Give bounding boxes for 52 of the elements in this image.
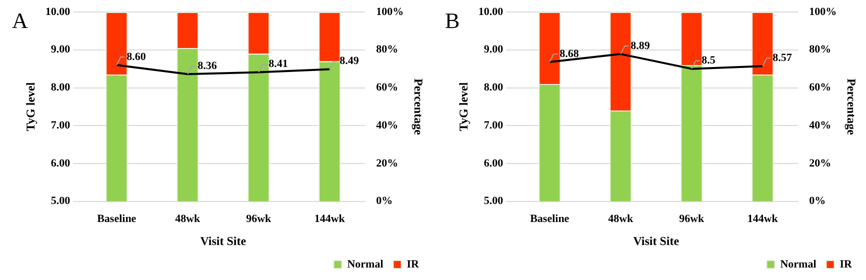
y2-tick-label: 20% bbox=[376, 157, 398, 170]
legend-label: Normal bbox=[347, 258, 384, 270]
y2-tick-label: 100% bbox=[376, 6, 404, 18]
y-tick-label: 7.00 bbox=[484, 119, 504, 132]
y2-tick-label: 40% bbox=[376, 119, 398, 132]
chart-title: B bbox=[445, 8, 460, 34]
data-label: 8.60 bbox=[126, 50, 146, 63]
data-label: 8.89 bbox=[630, 40, 650, 52]
legend-label: Normal bbox=[780, 258, 816, 270]
y-tick-label: 5.00 bbox=[50, 195, 71, 208]
y-tick-label: 9.00 bbox=[50, 44, 71, 56]
y-tick-label: 7.00 bbox=[50, 119, 71, 132]
y-tick-label: 5.00 bbox=[484, 195, 504, 208]
data-label: 8.49 bbox=[340, 55, 360, 68]
y2-tick-label: 20% bbox=[809, 157, 832, 170]
legend-label: IR bbox=[406, 258, 420, 270]
y2-tick-label: 80% bbox=[376, 44, 398, 56]
y2-tick-label: 40% bbox=[809, 119, 832, 132]
y-axis-title: TyG level bbox=[23, 82, 38, 132]
x-tick-label: 144wk bbox=[747, 212, 779, 225]
legend-label: IR bbox=[840, 258, 854, 270]
x-tick-label: Baseline bbox=[97, 212, 136, 225]
x-tick-label: 48wk bbox=[175, 212, 202, 225]
x-axis-title: Visit Site bbox=[200, 234, 247, 248]
x-tick-label: 96wk bbox=[679, 212, 706, 225]
x-axis-title: Visit Site bbox=[633, 234, 680, 248]
y-tick-label: 6.00 bbox=[484, 157, 504, 170]
y2-tick-label: 80% bbox=[809, 44, 832, 56]
y2-axis-title: Percentage bbox=[412, 78, 426, 136]
x-tick-label: Baseline bbox=[530, 212, 570, 225]
data-label: 8.57 bbox=[772, 52, 792, 64]
y-axis-title: TyG level bbox=[456, 82, 470, 132]
y-tick-label: 8.00 bbox=[484, 82, 504, 94]
y2-tick-label: 0% bbox=[809, 195, 826, 208]
x-tick-label: 144wk bbox=[314, 212, 346, 225]
data-label: 8.41 bbox=[268, 58, 288, 70]
y2-tick-label: 100% bbox=[809, 6, 837, 18]
y-tick-label: 9.00 bbox=[484, 44, 504, 56]
data-label: 8.5 bbox=[702, 54, 716, 67]
y2-tick-label: 60% bbox=[809, 82, 832, 94]
data-label: 8.68 bbox=[560, 48, 580, 60]
y2-tick-label: 0% bbox=[376, 195, 393, 208]
y-tick-label: 10.00 bbox=[45, 6, 71, 18]
x-tick-label: 48wk bbox=[608, 212, 634, 225]
data-label: 8.36 bbox=[198, 60, 218, 72]
y2-tick-label: 60% bbox=[376, 82, 398, 94]
y-tick-label: 6.00 bbox=[50, 157, 71, 170]
chart-title: A bbox=[12, 8, 28, 34]
x-tick-label: 96wk bbox=[246, 212, 272, 225]
y-tick-label: 8.00 bbox=[50, 82, 71, 94]
y-tick-label: 10.00 bbox=[478, 6, 504, 18]
y2-axis-title: Percentage bbox=[844, 78, 859, 136]
